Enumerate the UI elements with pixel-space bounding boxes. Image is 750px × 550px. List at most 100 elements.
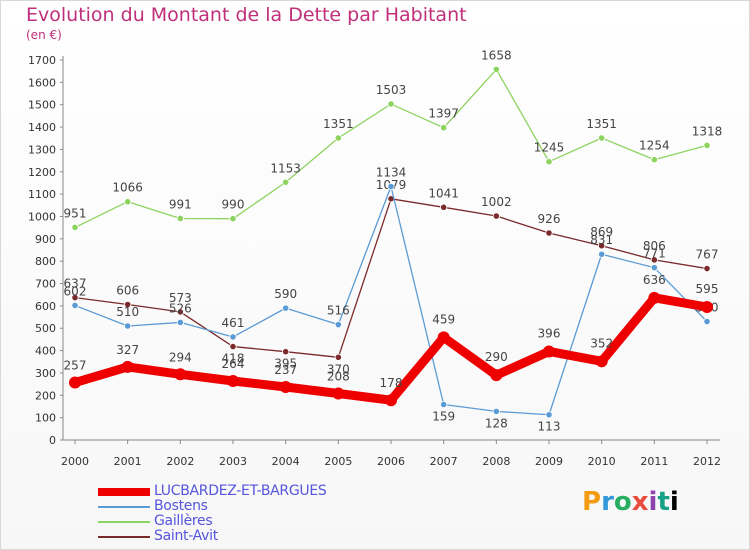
data-point	[492, 65, 500, 73]
data-label: 602	[64, 284, 87, 298]
data-label: 237	[274, 363, 297, 377]
data-label: 926	[538, 212, 561, 226]
y-tick-label: 200	[35, 389, 56, 402]
data-label: 352	[590, 336, 613, 350]
data-label: 1245	[534, 141, 565, 155]
data-label: 1351	[323, 117, 354, 131]
data-label: 951	[64, 206, 87, 220]
data-point	[598, 242, 606, 250]
data-label: 264	[222, 357, 245, 371]
data-label: 771	[643, 247, 666, 261]
legend-swatch	[98, 521, 150, 523]
data-label: 1254	[639, 139, 670, 153]
data-label: 208	[327, 370, 350, 384]
y-tick-label: 1600	[28, 76, 56, 89]
data-label: 395	[274, 357, 297, 371]
data-point	[71, 223, 79, 232]
legend-label: Gaillères	[154, 513, 213, 529]
y-tick-label: 100	[35, 412, 56, 425]
data-point	[595, 355, 608, 368]
data-point	[282, 178, 290, 186]
data-label: 370	[327, 362, 350, 376]
data-label: 1658	[481, 48, 512, 62]
data-point	[282, 304, 290, 312]
data-point	[176, 214, 184, 223]
data-point	[229, 215, 237, 223]
data-point	[334, 321, 342, 329]
data-point	[282, 348, 290, 356]
data-label: 606	[116, 284, 139, 298]
data-label: 831	[590, 233, 613, 247]
y-tick-label: 900	[35, 233, 56, 246]
data-point	[650, 264, 658, 272]
data-point	[279, 381, 292, 394]
data-point	[545, 229, 553, 237]
data-label: 1041	[428, 186, 459, 200]
proxiti-logo: Proxiti	[582, 487, 679, 517]
data-label: 636	[643, 273, 666, 287]
x-tick-label: 2001	[114, 455, 142, 468]
data-point	[121, 360, 134, 373]
data-point	[174, 368, 187, 381]
y-tick-label: 1700	[28, 54, 56, 67]
data-point	[176, 318, 184, 327]
data-label: 1318	[692, 124, 723, 138]
y-tick-label: 1000	[28, 210, 56, 223]
data-point	[124, 322, 132, 330]
legend-swatch	[98, 488, 150, 496]
legend-label: Bostens	[154, 498, 208, 514]
data-point	[334, 353, 342, 361]
y-tick-label: 300	[35, 367, 56, 380]
data-label: 510	[116, 305, 139, 319]
data-point	[598, 250, 606, 258]
x-tick-label: 2004	[272, 455, 300, 468]
y-tick-label: 1300	[28, 143, 56, 156]
y-tick-label: 500	[35, 322, 56, 335]
x-tick-label: 2008	[482, 455, 510, 468]
data-point	[545, 158, 553, 166]
x-tick-label: 2009	[535, 455, 563, 468]
data-point	[124, 300, 132, 309]
data-label: 806	[643, 239, 666, 253]
data-label: 595	[696, 282, 719, 296]
data-point	[543, 345, 555, 358]
data-label: 418	[222, 352, 245, 366]
data-label: 637	[64, 277, 87, 291]
chart-title: Evolution du Montant de la Dette par Hab…	[26, 4, 467, 26]
x-tick-label: 2002	[166, 455, 194, 468]
data-point	[437, 331, 450, 344]
x-tick-label: 2011	[640, 455, 668, 468]
data-point	[648, 291, 661, 304]
data-label: 1153	[270, 161, 301, 175]
data-label: 461	[222, 316, 245, 330]
x-tick-label: 2007	[430, 455, 458, 468]
data-label: 113	[538, 420, 561, 434]
y-tick-label: 1100	[28, 188, 56, 201]
data-label: 290	[485, 350, 508, 364]
data-point	[387, 100, 395, 108]
data-point	[440, 400, 448, 409]
data-label: 1066	[112, 181, 143, 195]
data-label: 1351	[586, 117, 617, 131]
data-point	[71, 294, 79, 302]
x-tick-label: 2006	[377, 455, 405, 468]
data-label: 327	[116, 343, 139, 357]
data-label: 526	[169, 301, 192, 315]
data-label: 869	[590, 225, 613, 239]
y-tick-label: 1400	[28, 121, 56, 134]
data-point	[385, 394, 397, 407]
data-point	[492, 407, 500, 415]
x-tick-label: 2005	[324, 455, 352, 468]
data-point	[440, 124, 448, 132]
data-label: 128	[485, 416, 508, 430]
data-label: 991	[169, 197, 192, 211]
data-point	[387, 182, 395, 191]
data-point	[71, 301, 79, 310]
data-label: 1503	[376, 83, 407, 97]
y-tick-label: 1500	[28, 99, 56, 112]
y-tick-label: 800	[35, 255, 56, 268]
data-label: 396	[538, 326, 561, 340]
x-tick-label: 2003	[219, 455, 247, 468]
